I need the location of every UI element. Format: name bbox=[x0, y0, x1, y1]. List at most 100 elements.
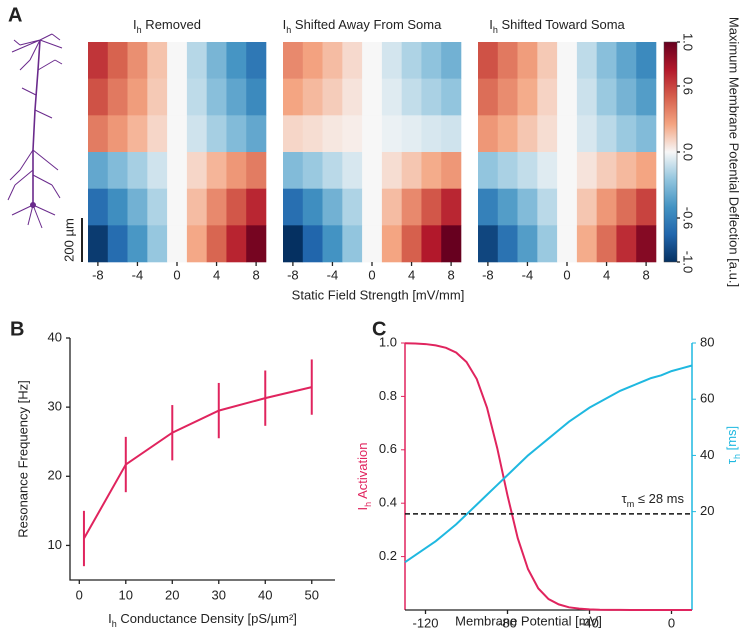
heat-cell bbox=[206, 188, 227, 226]
heat-cell bbox=[107, 78, 128, 116]
heat-cell bbox=[342, 225, 363, 263]
heat-cell bbox=[636, 115, 657, 153]
heat-cell bbox=[576, 78, 597, 116]
heat-cell bbox=[596, 188, 617, 226]
neuron-drawing bbox=[7, 33, 63, 229]
heat-cell bbox=[537, 42, 558, 79]
heat-cell bbox=[596, 152, 617, 189]
heat-cell bbox=[636, 225, 657, 263]
y2-axis-label-part: [ms] bbox=[724, 426, 739, 454]
heat-cell bbox=[342, 188, 363, 226]
heat-cell bbox=[616, 115, 637, 153]
heat-cell bbox=[167, 78, 188, 116]
x-tick-label: 40 bbox=[258, 587, 272, 602]
heat-cell bbox=[302, 78, 323, 116]
heat-cell bbox=[322, 152, 343, 189]
heat-cell bbox=[381, 42, 402, 79]
y-tick-label: 1.0 bbox=[379, 334, 397, 349]
heat-cell bbox=[381, 225, 402, 263]
heat-cell bbox=[322, 188, 343, 226]
heat-cell bbox=[421, 188, 442, 226]
annotation-part: τ bbox=[622, 491, 628, 506]
heatmap-title: Ih Removed bbox=[133, 17, 201, 35]
heat-cell bbox=[206, 115, 227, 153]
x-axis-label-part: I bbox=[108, 611, 112, 626]
heat-cell bbox=[167, 115, 188, 153]
colorbar-tick-label: -1.0 bbox=[681, 251, 696, 273]
heat-cell bbox=[517, 115, 538, 153]
heat-cell bbox=[283, 225, 304, 263]
y-tick-label: 0.6 bbox=[379, 441, 397, 456]
heat-cell bbox=[206, 42, 227, 79]
heat-cell bbox=[107, 188, 128, 226]
heat-cell bbox=[246, 78, 267, 116]
heat-cell bbox=[88, 42, 109, 79]
heat-cell bbox=[557, 42, 578, 79]
x-tick-label: 8 bbox=[252, 267, 259, 282]
x-tick-label: -4 bbox=[522, 267, 534, 282]
line bbox=[83, 386, 312, 540]
y2-tick-label: 60 bbox=[700, 391, 714, 406]
y2-tick-label: 40 bbox=[700, 447, 714, 462]
heat-cell bbox=[302, 152, 323, 189]
y-axis-label-part: I bbox=[355, 507, 370, 511]
x-tick-label: 0 bbox=[76, 587, 83, 602]
heat-cell bbox=[226, 152, 247, 189]
heat-cell bbox=[147, 115, 168, 153]
heat-cell bbox=[147, 42, 168, 79]
heat-cell bbox=[302, 115, 323, 153]
heat-cell bbox=[226, 42, 247, 79]
x-tick-label: -8 bbox=[482, 267, 494, 282]
heat-cell bbox=[537, 152, 558, 189]
x-tick-label: 8 bbox=[642, 267, 649, 282]
heat-cell bbox=[186, 115, 207, 153]
heat-cell bbox=[147, 78, 168, 116]
x-tick-label: 50 bbox=[305, 587, 319, 602]
heat-cell bbox=[478, 225, 499, 263]
y-axis-label: Ih Activation bbox=[355, 443, 373, 511]
heat-cell bbox=[478, 152, 499, 189]
y-axis-label-part: h bbox=[363, 502, 373, 507]
heat-cell bbox=[246, 42, 267, 79]
heat-cell bbox=[616, 152, 637, 189]
y-tick-label: 20 bbox=[48, 468, 62, 483]
heat-cell bbox=[206, 78, 227, 116]
heat-cell bbox=[147, 188, 168, 226]
heat-cell bbox=[478, 78, 499, 116]
heat-cell bbox=[362, 115, 383, 153]
x-axis-label: Membrane Potential [mV] bbox=[455, 613, 602, 628]
heat-cell bbox=[107, 115, 128, 153]
heatmap-title-part: Shifted Away From Soma bbox=[291, 17, 442, 32]
heat-cell bbox=[147, 225, 168, 263]
heat-cell bbox=[441, 115, 462, 153]
colorbar bbox=[663, 41, 678, 263]
x-tick-label: 4 bbox=[408, 267, 415, 282]
heat-cell bbox=[441, 225, 462, 263]
x-tick-label: -80 bbox=[498, 615, 517, 630]
x-axis-label-part: Conductance Density [pS/µm²] bbox=[117, 611, 297, 626]
heat-cell bbox=[557, 115, 578, 153]
heat-cell bbox=[441, 152, 462, 189]
heat-cell bbox=[186, 188, 207, 226]
heat-cell bbox=[362, 78, 383, 116]
y2-tick-label: 20 bbox=[700, 503, 714, 518]
heat-cell bbox=[576, 152, 597, 189]
y-tick-label: 10 bbox=[48, 537, 62, 552]
heat-cell bbox=[616, 225, 637, 263]
heat-cell bbox=[596, 42, 617, 79]
colorbar-tick-label: 0.6 bbox=[681, 77, 696, 95]
heat-cell bbox=[636, 78, 657, 116]
heat-cell bbox=[322, 42, 343, 79]
heat-cell bbox=[616, 78, 637, 116]
heatmap-title-part: h bbox=[137, 25, 142, 35]
heat-cell bbox=[206, 225, 227, 263]
x-tick-label: 20 bbox=[165, 587, 179, 602]
panel-label: A bbox=[8, 4, 22, 26]
x-axis-label: Ih Conductance Density [pS/µm²] bbox=[108, 611, 297, 629]
colorbar-tick-label: -0.6 bbox=[681, 207, 696, 229]
heat-cell bbox=[497, 78, 518, 116]
heat-cell bbox=[186, 42, 207, 79]
heat-cell bbox=[127, 152, 148, 189]
x-tick-label: 30 bbox=[212, 587, 226, 602]
